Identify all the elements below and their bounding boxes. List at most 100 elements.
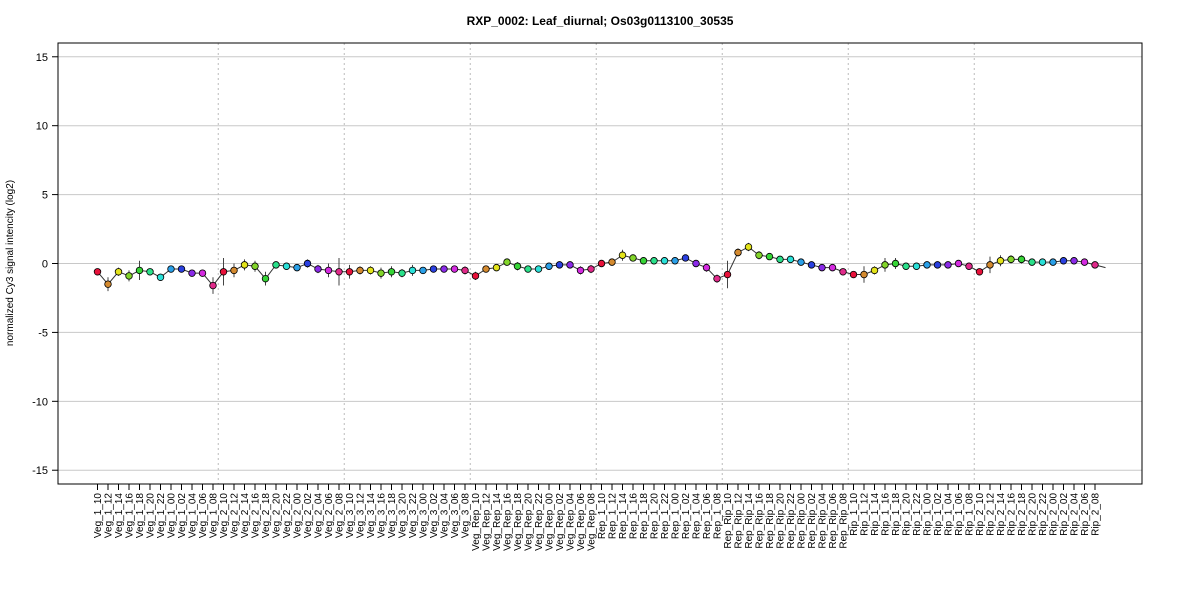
x-tick-label: Veg_1_18 [135,493,146,538]
data-point [734,248,742,257]
x-tick-label: Veg_Rep_04 [566,493,577,551]
x-tick-label: Rip_1_06 [954,493,965,536]
x-tick-label: Rep_1_00 [671,493,682,540]
data-point [597,259,606,268]
data-point [965,262,973,270]
data-point [545,262,553,270]
x-tick-label: Rep_Rip_00 [797,493,808,549]
x-tick-label: Rip_1_00 [923,493,934,536]
x-tick-label: Veg_1_22 [156,493,167,538]
x-tick-label: Rip_2_06 [1080,493,1091,536]
data-point [398,269,406,277]
data-point [408,266,417,275]
data-point [387,268,396,276]
chart-title: RXP_0002: Leaf_diurnal; Os03g0113100_305… [467,14,734,28]
data-point [282,262,291,270]
data-point [240,261,249,269]
x-tick-label: Veg_3_12 [356,493,367,538]
data-point [818,263,826,272]
data-point [555,261,564,269]
x-tick-label: Rep_1_20 [650,493,661,540]
data-point [492,263,501,272]
x-tick-label: Veg_Rep_06 [576,493,587,551]
data-point [356,266,364,275]
x-tick-label: Rip_2_12 [986,493,997,536]
data-point [713,274,721,283]
x-tick-label: Rep_Rip_18 [765,493,776,549]
x-tick-label: Veg_Rep_18 [513,493,524,551]
y-tick-label: 15 [36,52,48,64]
x-tick-label: Veg_2_10 [219,493,230,538]
data-point [1017,255,1026,264]
data-point [902,262,910,270]
x-tick-label: Rep_Rip_02 [807,493,818,549]
x-tick-label: Veg_3_08 [461,493,472,538]
x-tick-label: Veg_3_22 [408,493,419,538]
x-tick-label: Veg_3_04 [440,493,451,538]
y-tick-label: 10 [36,121,48,133]
x-tick-label: Rip_2_02 [1059,493,1070,536]
x-tick-label: Rip_1_20 [902,493,913,536]
grid-lines [58,56,1142,471]
data-point [219,268,228,276]
data-point [198,269,207,277]
data-point [156,273,165,281]
group-separators [217,43,975,484]
data-point [1007,255,1015,264]
x-tick-label: Rep_1_10 [597,493,608,540]
data-point [681,254,690,262]
x-tick-label: Veg_1_06 [198,493,209,538]
data-point [608,258,616,266]
x-tick-label: Veg_Rep_10 [471,493,482,551]
x-tick-label: Veg_Rep_16 [503,493,514,551]
x-tick-label: Veg_1_04 [188,493,199,538]
x-tick-label: Rep_Rip_14 [744,493,755,549]
data-point [1028,258,1036,266]
x-tick-label: Rip_1_10 [849,493,860,536]
data-point [419,266,427,275]
x-tick-label: Rep_Rip_10 [723,493,734,549]
data-point [1070,257,1078,265]
x-tick-label: Rep_Rip_20 [776,493,787,549]
data-point [755,251,763,259]
data-point [261,274,270,283]
x-tick-label: Rip_1_12 [860,493,871,536]
x-tick-label: Veg_Rep_12 [482,493,493,551]
data-point [366,266,375,275]
x-tick-label: Veg_2_22 [282,493,293,538]
x-tick-label: Rep_1_14 [618,493,629,540]
x-tick-label: Veg_1_20 [146,493,157,538]
data-point [1038,258,1047,266]
x-tick-label: Rip_2_20 [1028,493,1039,536]
data-point [177,265,186,273]
data-point [1059,257,1068,265]
data-point [807,261,816,269]
x-tick-label: Veg_1_02 [177,493,188,538]
x-tick-label: Veg_2_06 [324,493,335,538]
data-point [1080,258,1089,266]
data-point [314,265,322,273]
data-point [93,268,102,276]
data-point [1049,258,1057,266]
data-point [849,270,858,279]
data-point [114,268,123,276]
x-tick-label: Veg_Rep_00 [545,493,556,551]
data-point [986,261,994,269]
data-point [954,259,963,268]
x-tick-label: Rip_2_10 [975,493,986,536]
x-tick-label: Veg_Rep_20 [524,493,535,551]
data-point [860,270,868,279]
data-point [524,265,532,273]
data-point [429,265,438,273]
x-tick-label: Veg_1_16 [125,493,136,538]
data-point [923,261,931,269]
data-point [996,257,1005,265]
data-point [513,262,522,270]
x-tick-label: Veg_Rep_22 [534,493,545,551]
x-tick-label: Veg_3_02 [429,493,440,538]
data-point [765,252,774,261]
x-tick-label: Veg_2_16 [251,493,262,538]
y-tick-label: 0 [42,259,48,271]
x-tick-label: Rep_Rip_12 [734,493,745,549]
